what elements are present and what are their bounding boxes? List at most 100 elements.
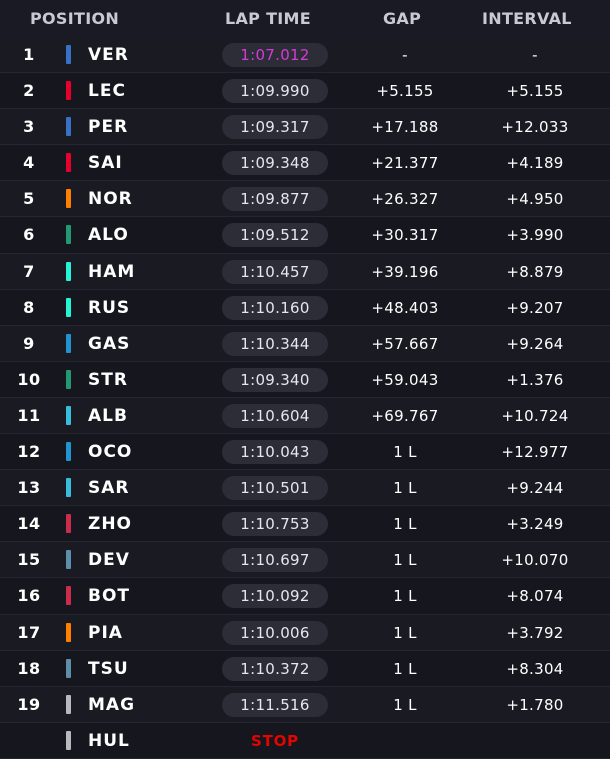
gap-value: +21.377 bbox=[371, 154, 439, 173]
team-color-bar bbox=[66, 369, 71, 389]
team-color-bar bbox=[66, 586, 71, 606]
position-number: 17 bbox=[17, 622, 41, 642]
table-row[interactable]: 9 GAS 1:10.344 +57.667 +9.264 bbox=[0, 325, 610, 362]
lap-time-pill: 1:09.317 bbox=[222, 115, 328, 140]
lap-time-pill: 1:10.457 bbox=[222, 259, 328, 284]
table-row[interactable]: 12 OCO 1:10.043 1 L +12.977 bbox=[0, 434, 610, 471]
lap-time-pill: 1:09.340 bbox=[222, 367, 328, 392]
interval-value: +9.207 bbox=[506, 298, 564, 317]
driver-code: OCO bbox=[88, 442, 133, 463]
table-row[interactable]: 10 STR 1:09.340 +59.043 +1.376 bbox=[0, 361, 610, 398]
position-number: 15 bbox=[17, 550, 41, 570]
driver-code: SAI bbox=[88, 153, 123, 174]
lap-time-pill: 1:07.012 bbox=[222, 43, 328, 67]
table-row[interactable]: 3 PER 1:09.317 +17.188 +12.033 bbox=[0, 109, 610, 146]
table-row[interactable]: 5 NOR 1:09.877 +26.327 +4.950 bbox=[0, 181, 610, 218]
table-row[interactable]: 16 BOT 1:10.092 1 L +8.074 bbox=[0, 578, 610, 615]
position-number: 18 bbox=[17, 658, 41, 678]
lap-time-pill: 1:09.877 bbox=[222, 187, 328, 212]
table-row[interactable]: HUL STOP bbox=[0, 722, 610, 759]
table-row[interactable]: 19 MAG 1:11.516 1 L +1.780 bbox=[0, 686, 610, 723]
table-row[interactable]: 7 HAM 1:10.457 +39.196 +8.879 bbox=[0, 253, 610, 290]
table-row[interactable]: 15 DEV 1:10.697 1 L +10.070 bbox=[0, 542, 610, 579]
interval-value: +3.990 bbox=[506, 226, 564, 245]
table-row[interactable]: 1 VER 1:07.012 - - bbox=[0, 37, 610, 74]
team-color-bar bbox=[66, 442, 71, 462]
gap-value: 1 L bbox=[393, 659, 417, 678]
position-number: 8 bbox=[23, 297, 35, 317]
interval-value: +3.249 bbox=[506, 515, 564, 534]
team-color-bar bbox=[66, 333, 71, 353]
table-row[interactable]: 17 PIA 1:10.006 1 L +3.792 bbox=[0, 614, 610, 651]
gap-value: +59.043 bbox=[371, 370, 439, 389]
position-number: 13 bbox=[17, 478, 41, 498]
lap-time-pill: 1:10.753 bbox=[222, 512, 328, 537]
gap-value: 1 L bbox=[393, 479, 417, 498]
table-row[interactable]: 6 ALO 1:09.512 +30.317 +3.990 bbox=[0, 217, 610, 254]
position-number: 4 bbox=[23, 153, 35, 173]
header-gap: GAP bbox=[383, 9, 422, 28]
lap-time-pill: 1:10.604 bbox=[222, 403, 328, 428]
driver-code: ZHO bbox=[88, 514, 133, 535]
driver-code: GAS bbox=[88, 333, 131, 354]
interval-value: +9.244 bbox=[506, 479, 564, 498]
position-number: 19 bbox=[17, 694, 41, 714]
team-color-bar bbox=[66, 658, 71, 678]
gap-value: +5.155 bbox=[376, 82, 434, 101]
team-color-bar bbox=[66, 117, 71, 137]
gap-value: +69.767 bbox=[371, 406, 439, 425]
table-row[interactable]: 8 RUS 1:10.160 +48.403 +9.207 bbox=[0, 289, 610, 326]
position-number: 9 bbox=[23, 333, 35, 353]
position-number: 2 bbox=[23, 81, 35, 101]
header-lap-time: LAP TIME bbox=[225, 9, 311, 28]
gap-value: +48.403 bbox=[371, 298, 439, 317]
lap-time-pill: 1:11.516 bbox=[222, 692, 328, 717]
table-row[interactable]: 13 SAR 1:10.501 1 L +9.244 bbox=[0, 470, 610, 507]
gap-value: +39.196 bbox=[371, 262, 439, 281]
driver-code: PIA bbox=[88, 622, 123, 643]
interval-value: +12.977 bbox=[501, 443, 569, 462]
position-number: 11 bbox=[17, 405, 41, 425]
interval-value: +12.033 bbox=[501, 118, 569, 137]
driver-code: PER bbox=[88, 117, 129, 138]
team-color-bar bbox=[66, 405, 71, 425]
driver-code: BOT bbox=[88, 586, 131, 607]
gap-value: 1 L bbox=[393, 623, 417, 642]
driver-code: TSU bbox=[88, 658, 129, 679]
lap-time-pill: 1:09.990 bbox=[222, 79, 328, 104]
lap-time-pill: 1:10.344 bbox=[222, 331, 328, 356]
position-number: 16 bbox=[17, 586, 41, 606]
interval-value bbox=[485, 723, 585, 759]
lap-time-pill: 1:10.160 bbox=[222, 295, 328, 320]
driver-code: ALO bbox=[88, 225, 129, 246]
team-color-bar bbox=[66, 45, 71, 64]
header-interval: INTERVAL bbox=[482, 9, 572, 28]
interval-value: +8.304 bbox=[506, 659, 564, 678]
team-color-bar bbox=[66, 297, 71, 317]
interval-value: +10.724 bbox=[501, 406, 569, 425]
interval-value: +4.950 bbox=[506, 190, 564, 209]
gap-value: +57.667 bbox=[371, 334, 439, 353]
team-color-bar bbox=[66, 261, 71, 281]
driver-code: SAR bbox=[88, 478, 130, 499]
table-row[interactable]: 18 TSU 1:10.372 1 L +8.304 bbox=[0, 650, 610, 687]
driver-code: ALB bbox=[88, 405, 128, 426]
table-row[interactable]: 4 SAI 1:09.348 +21.377 +4.189 bbox=[0, 145, 610, 182]
position-number: 10 bbox=[17, 369, 41, 389]
driver-code: VER bbox=[88, 45, 129, 65]
table-row[interactable]: 14 ZHO 1:10.753 1 L +3.249 bbox=[0, 506, 610, 543]
stop-status: STOP bbox=[251, 731, 299, 750]
team-color-bar bbox=[66, 550, 71, 570]
team-color-bar bbox=[66, 189, 71, 209]
team-color-bar bbox=[66, 622, 71, 642]
lap-time-pill: 1:10.372 bbox=[222, 656, 328, 681]
gap-value: 1 L bbox=[393, 515, 417, 534]
position-number: 3 bbox=[23, 117, 35, 137]
position-number: 1 bbox=[23, 45, 35, 64]
table-row[interactable]: 11 ALB 1:10.604 +69.767 +10.724 bbox=[0, 397, 610, 435]
table-row[interactable]: 2 LEC 1:09.990 +5.155 +5.155 bbox=[0, 73, 610, 110]
lap-time-pill: 1:10.043 bbox=[222, 440, 328, 465]
team-color-bar bbox=[66, 514, 71, 534]
team-color-bar bbox=[66, 81, 71, 101]
interval-value: +4.189 bbox=[506, 154, 564, 173]
